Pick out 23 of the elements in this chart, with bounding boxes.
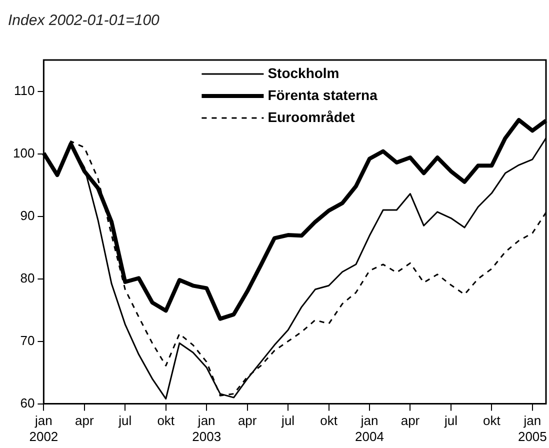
x-tick-label: jul: [280, 413, 295, 428]
legend-label: Förenta staterna: [268, 86, 378, 103]
y-tick-label: 100: [12, 145, 35, 160]
y-tick-label: 60: [20, 395, 35, 410]
x-tick-label: okt: [483, 413, 501, 428]
legend-label: Stockholm: [268, 64, 340, 81]
x-tick-label: apr: [75, 413, 94, 428]
x-tick-label: jul: [118, 413, 132, 428]
legend-label: Euroområdet: [268, 108, 356, 125]
x-tick-label: jan 2002: [29, 413, 58, 444]
y-tick-label: 110: [14, 82, 35, 98]
x-tick-label: jan 2004: [355, 413, 384, 444]
y-tick-label: 70: [20, 332, 35, 348]
x-tick-label: okt: [320, 413, 338, 428]
y-tick-label: 80: [20, 270, 35, 286]
y-tick-label: 90: [20, 208, 35, 223]
x-tick-label: apr: [400, 413, 420, 428]
chart-title: Index 2002-01-01=100: [8, 12, 160, 29]
x-tick-label: okt: [157, 413, 175, 428]
x-tick-label: apr: [238, 413, 258, 428]
x-tick-label: jul: [443, 413, 458, 428]
x-tick-label: jan 2005: [518, 413, 547, 444]
x-tick-label: jan 2003: [192, 413, 222, 444]
